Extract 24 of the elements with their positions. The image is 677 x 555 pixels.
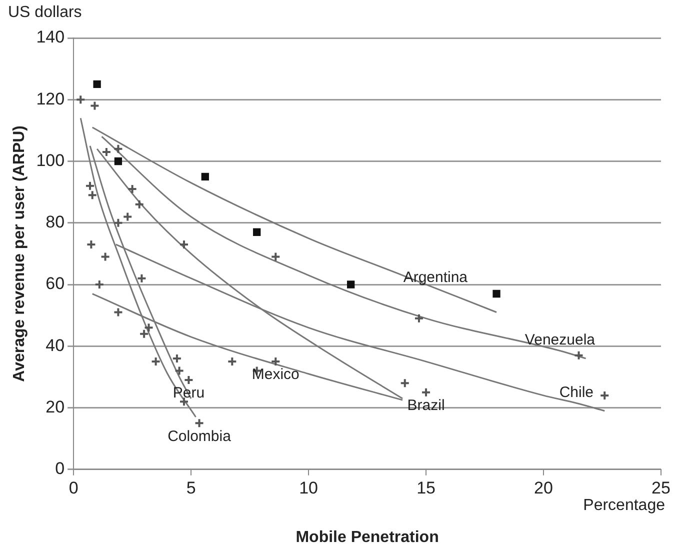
annotation: Chile bbox=[559, 384, 594, 401]
text: Percentage bbox=[583, 497, 665, 515]
x-tick-label: 10 bbox=[299, 478, 318, 498]
annotation: Brazil bbox=[407, 397, 445, 414]
y-axis-title: Average revenue per user (ARPU) bbox=[11, 126, 28, 382]
x-axis-title: Mobile Penetration bbox=[296, 528, 439, 546]
annotation: Mexico bbox=[252, 366, 300, 384]
x-tick-label: 0 bbox=[68, 478, 78, 498]
annotation: Venezuela bbox=[524, 331, 596, 348]
y-tick-label: 20 bbox=[46, 397, 65, 416]
text: US dollars bbox=[8, 4, 82, 22]
y-tick-label: 40 bbox=[46, 336, 65, 355]
x-tick-label: 20 bbox=[534, 478, 553, 498]
y-tick-label: 80 bbox=[46, 212, 65, 232]
x-tick-label: 25 bbox=[652, 478, 670, 498]
annotation: Argentina bbox=[403, 268, 468, 286]
y-tick-label: 0 bbox=[55, 459, 65, 478]
x-tick-label: 5 bbox=[186, 478, 196, 498]
annotation: Colombia bbox=[168, 428, 232, 445]
y-tick-label: 140 bbox=[36, 28, 65, 47]
y-tick-label: 60 bbox=[46, 274, 65, 294]
y-tick-label: 120 bbox=[36, 89, 65, 108]
x-tick-label: 15 bbox=[416, 478, 436, 498]
y-tick-label: 100 bbox=[36, 150, 65, 170]
